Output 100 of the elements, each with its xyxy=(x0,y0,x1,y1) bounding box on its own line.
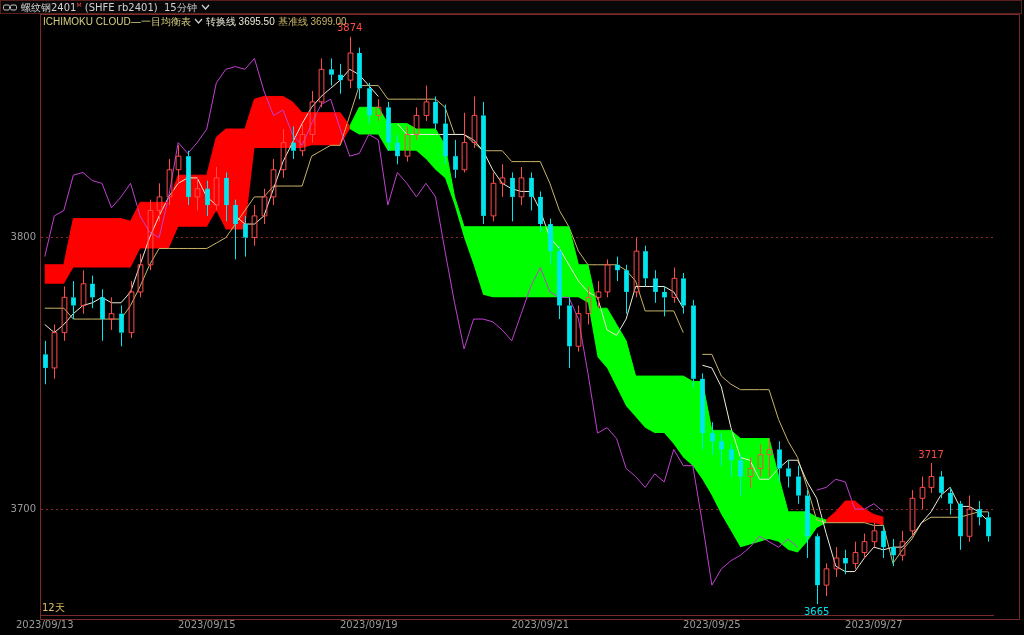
candlestick xyxy=(291,125,296,160)
candlestick xyxy=(633,237,640,298)
candlestick xyxy=(643,245,648,287)
x-tick-label: 2023/09/21 xyxy=(511,618,570,630)
candlestick xyxy=(404,125,411,163)
candlestick xyxy=(299,123,306,157)
candlestick xyxy=(815,533,820,605)
candlestick xyxy=(100,288,105,342)
candlestick xyxy=(786,459,791,488)
candlestick xyxy=(977,500,982,526)
candlestick xyxy=(919,476,926,510)
annotation: 3665 xyxy=(803,605,830,617)
candlestick xyxy=(557,245,562,320)
candlestick xyxy=(423,85,430,122)
candlestick xyxy=(729,443,734,478)
candlestick xyxy=(490,171,497,222)
candlestick xyxy=(357,47,362,100)
candlestick xyxy=(186,150,191,206)
candlestick xyxy=(671,266,678,304)
candlestick xyxy=(499,163,506,198)
candlestick xyxy=(61,285,68,342)
candlestick xyxy=(51,324,58,380)
candlestick xyxy=(128,280,135,339)
candlestick xyxy=(939,470,944,499)
candlestick xyxy=(843,549,848,575)
candlestick xyxy=(529,171,534,211)
candlestick xyxy=(948,486,953,516)
candlestick xyxy=(700,372,705,450)
annotation: 3717 xyxy=(918,448,944,460)
text: 转换线 3695.50 xyxy=(205,16,275,27)
candlestick xyxy=(347,36,354,89)
candlestick xyxy=(518,166,525,206)
candlestick xyxy=(90,275,95,309)
candlestick xyxy=(367,82,372,125)
candlestick xyxy=(881,524,886,559)
candlestick xyxy=(481,101,486,225)
candlestick xyxy=(615,256,620,282)
candlestick xyxy=(395,133,400,165)
candlestick xyxy=(443,104,448,165)
candlestick xyxy=(653,269,658,304)
candlestick xyxy=(243,215,248,258)
candlestick xyxy=(71,280,76,320)
candlestick xyxy=(909,489,916,537)
y-tick-label: 3800 xyxy=(10,231,36,243)
candlestick xyxy=(119,305,124,347)
candlestick xyxy=(662,285,667,317)
candlestick xyxy=(852,541,859,570)
candlestick xyxy=(233,199,238,260)
candlestick xyxy=(538,190,543,233)
x-tick-label: 2023/09/15 xyxy=(177,618,236,630)
candlestick xyxy=(166,158,173,206)
candlestick xyxy=(805,489,810,559)
candlestick xyxy=(796,465,801,505)
candlestick xyxy=(567,296,572,369)
candlestick xyxy=(691,299,696,388)
candlestick xyxy=(891,538,896,567)
x-tick-label: 2023/09/27 xyxy=(845,618,903,630)
candlestick xyxy=(833,546,840,578)
candlestick xyxy=(719,432,724,467)
candlestick xyxy=(738,454,743,497)
candlestick xyxy=(156,182,163,222)
candlestick xyxy=(270,158,277,206)
candlestick xyxy=(280,128,287,179)
candlestick xyxy=(823,562,830,597)
candlestick xyxy=(777,440,782,483)
x-tick-label: 2023/09/13 xyxy=(15,618,74,630)
candlestick xyxy=(928,462,935,494)
candlestick xyxy=(986,511,991,543)
candlestick xyxy=(413,106,420,141)
candlestick xyxy=(958,500,963,551)
candlestick xyxy=(108,296,115,331)
candlestick xyxy=(329,57,334,87)
chart-title: 螺纹钢2401$^{M}$ (SHFE rb2401) 15分钟 xyxy=(21,0,197,16)
x-tick-label: 2023/09/19 xyxy=(339,618,398,630)
candlestick xyxy=(433,95,438,130)
candlestick xyxy=(205,180,210,217)
candlestick xyxy=(224,171,229,222)
candlestick xyxy=(318,57,325,108)
candlestick xyxy=(899,530,906,562)
y-tick-label: 3700 xyxy=(10,502,36,514)
candlestick xyxy=(309,90,316,144)
candlestick xyxy=(338,63,343,95)
candlestick xyxy=(710,421,715,456)
candlestick xyxy=(624,264,629,315)
candlestick xyxy=(175,144,182,184)
annotation: 12天 xyxy=(42,601,65,613)
candlestick xyxy=(80,269,87,315)
candlestick xyxy=(471,95,478,149)
candlestick xyxy=(681,272,686,315)
candlestick xyxy=(510,171,515,222)
candlestick xyxy=(375,98,382,122)
candlestick xyxy=(194,177,201,211)
candlestick xyxy=(585,285,592,325)
candlestick xyxy=(966,495,973,543)
candlestick xyxy=(575,305,582,353)
candlestick xyxy=(595,280,602,309)
candlestick xyxy=(461,112,468,173)
legend-title: ICHIMOKU CLOUD—一目均衡表 xyxy=(43,16,191,27)
candlestick xyxy=(43,340,48,385)
candlestick xyxy=(251,204,258,247)
